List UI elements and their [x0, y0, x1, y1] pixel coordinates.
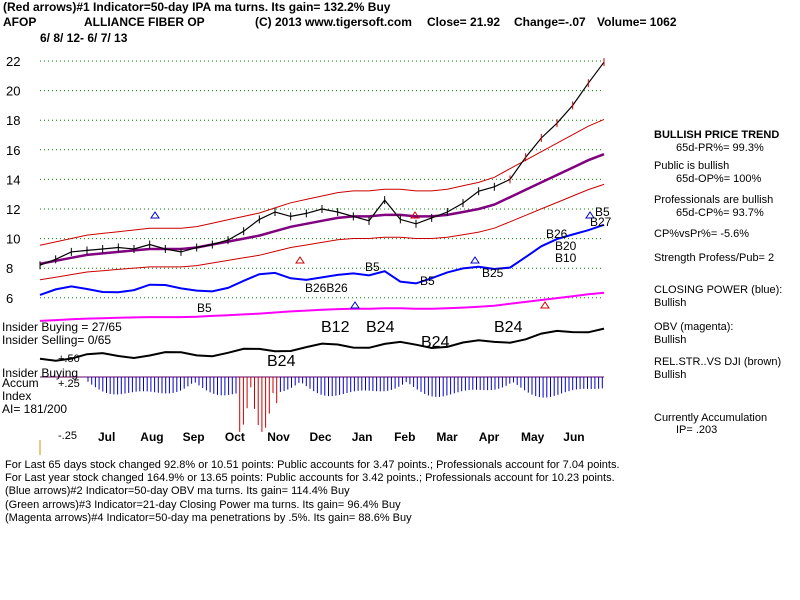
signal-label: B26: [546, 227, 568, 241]
signal-arrow: [540, 301, 550, 309]
x-tick-label: Oct: [225, 430, 245, 444]
closing-power-value: Bullish: [654, 297, 687, 309]
x-tick-label: Dec: [310, 430, 332, 444]
header-line1: (Red arrows)#1 Indicator=50-day IPA ma t…: [3, 0, 391, 14]
footer-line1: For Last 65 days stock changed 92.8% or …: [5, 459, 620, 471]
symbol: AFOP: [3, 15, 37, 29]
accum-title: Currently Accumulation: [654, 412, 768, 424]
y-tick-label: 10: [6, 232, 20, 247]
signal-label: B20: [555, 239, 577, 253]
signal-label: B5: [197, 301, 212, 315]
x-tick-label: Nov: [267, 430, 290, 444]
signal-label: B27: [590, 215, 612, 229]
x-tick-label: Aug: [140, 430, 163, 444]
relstr-line: [39, 327, 605, 362]
closing-power-label: CLOSING POWER (blue):: [654, 284, 783, 296]
signal-label: B24: [421, 334, 450, 351]
y-tick-label: 20: [6, 84, 20, 99]
volume-value: Volume= 1062: [597, 15, 677, 29]
footer-line4: (Green arrows)#3 Indicator=21-day Closin…: [5, 499, 401, 511]
obv-line: [39, 291, 605, 322]
op-value: 65d-OP%= 100%: [676, 173, 762, 185]
x-tick-label: Jan: [352, 430, 373, 444]
y-tick-label: 8: [6, 261, 13, 276]
signal-arrow: [585, 211, 595, 219]
prof-label: Professionals are bullish: [654, 194, 774, 206]
y-tick-label: 6: [6, 291, 13, 306]
insider-buying-2: Insider Buying: [2, 366, 79, 380]
x-tick-label: Jun: [563, 430, 584, 444]
x-tick-label: May: [521, 430, 545, 444]
plus50-label: +.50: [58, 353, 80, 365]
insider-buying: Insider Buying = 27/65: [2, 320, 122, 334]
strength-value: Strength Profess/Pub= 2: [654, 252, 775, 264]
copyright: (C) 2013 www.tigersoft.com: [255, 15, 412, 29]
obv-label: OBV (magenta):: [654, 321, 734, 333]
closing-power-line: [39, 223, 605, 296]
company-name: ALLIANCE FIBER OP: [84, 15, 205, 29]
minus25-label: -.25: [58, 430, 77, 442]
relstr-value: Bullish: [654, 369, 687, 381]
index-label: Index: [2, 389, 32, 403]
date-range: 6/ 8/ 12- 6/ 7/ 13: [40, 31, 128, 45]
obv-value: Bullish: [654, 334, 687, 346]
signal-arrow: [295, 256, 305, 264]
x-tick-label: Jul: [98, 430, 115, 444]
x-tick-label: Apr: [479, 430, 500, 444]
close-price: Close= 21.92: [427, 15, 501, 29]
y-tick-label: 18: [6, 113, 20, 128]
signal-label: B5: [420, 274, 435, 288]
signal-label: B25: [482, 266, 504, 280]
signal-arrow: [470, 256, 480, 264]
signal-label: B26B26: [305, 281, 348, 295]
footer-line2: For Last year stock changed 164.9% or 13…: [5, 472, 615, 484]
ip-value: IP= .203: [676, 424, 718, 436]
insider-selling: Insider Selling= 0/65: [2, 333, 112, 347]
ai-label: AI= 181/200: [2, 402, 68, 416]
lower-band: [39, 183, 605, 281]
signal-arrow: [350, 301, 360, 309]
signal-label: B24: [494, 319, 523, 336]
cpvspr-value: CP%vsPr%= -5.6%: [654, 228, 750, 240]
trend-title: BULLISH PRICE TREND: [654, 129, 780, 141]
public-label: Public is bullish: [654, 160, 730, 172]
signal-arrow: [410, 211, 420, 219]
signal-label: B12: [321, 319, 350, 336]
x-tick-label: Sep: [183, 430, 205, 444]
pr-value: 65d-PR%= 99.3%: [676, 142, 764, 154]
y-tick-label: 16: [6, 143, 20, 158]
upper-band: [39, 118, 605, 246]
change-value: Change=-.07: [514, 15, 586, 29]
relstr-label: REL.STR..VS DJI (brown): [654, 356, 782, 368]
accum-label: Accum: [2, 376, 39, 390]
x-tick-label: Feb: [394, 430, 415, 444]
signal-label: B10: [555, 251, 577, 265]
signal-arrow: [150, 211, 160, 219]
footer-line3: (Blue arrows)#2 Indicator=50-day OBV ma …: [5, 485, 350, 497]
signal-label: B24: [366, 319, 395, 336]
y-tick-label: 12: [6, 202, 20, 217]
signal-label: B24: [267, 353, 296, 370]
footer-line5: (Magenta arrows)#4 Indicator=50-day ma p…: [5, 512, 412, 524]
signal-label: B5: [365, 260, 380, 274]
y-tick-label: 22: [6, 54, 20, 69]
signal-label: B5: [595, 205, 610, 219]
plus25-label: +.25: [58, 378, 80, 390]
cp-value: 65d-CP%= 93.7%: [676, 207, 764, 219]
y-tick-label: 14: [6, 172, 20, 187]
x-tick-label: Mar: [436, 430, 458, 444]
